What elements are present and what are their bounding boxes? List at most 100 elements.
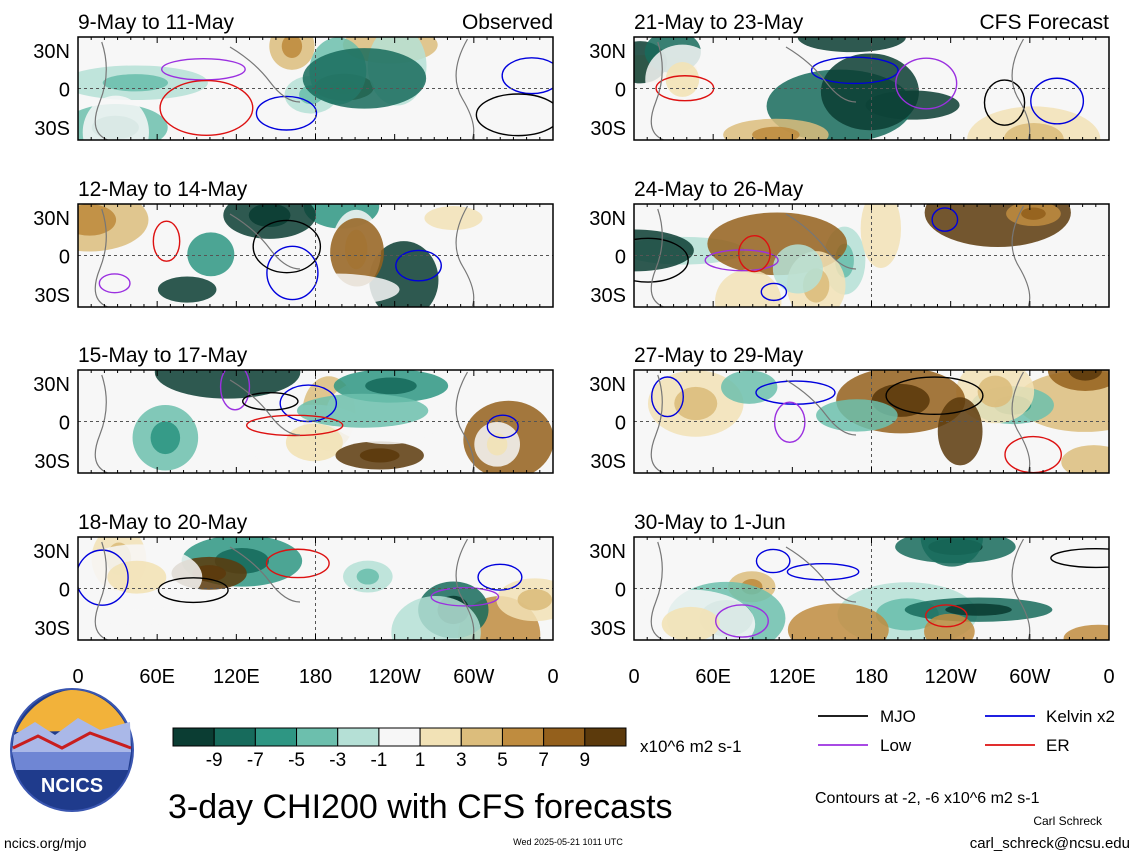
contour-line — [395, 249, 442, 282]
shading-field — [78, 37, 553, 140]
panel-date-label: 24-May to 26-May — [634, 178, 804, 201]
contour-note: Contours at -2, -6 x10^6 m2 s-1 — [815, 790, 1040, 807]
anomaly-blob — [715, 269, 782, 307]
lon-axis-left: 0 60E 120E 180 120W 60W 0 — [72, 666, 558, 688]
lat-tick-label: 0 — [615, 580, 626, 602]
map-panels: 30N 0 30S 9-May to 11-May Observed 30N 0 30S 12-… — [33, 11, 1110, 641]
anomaly-blob — [924, 613, 975, 640]
anomaly-core — [285, 423, 343, 462]
contour-line — [1030, 77, 1085, 125]
contour-line — [983, 79, 1026, 126]
contour-line — [760, 282, 788, 302]
lat-tick-label: 30S — [590, 285, 626, 307]
coastline — [650, 38, 1031, 140]
contour-line — [895, 57, 958, 110]
lon-tick-label: 60E — [139, 666, 175, 688]
logo-text: NCICS — [41, 775, 103, 797]
lat-tick-label: 30N — [33, 374, 70, 396]
anomaly-blob — [302, 48, 427, 109]
anomaly-blob — [391, 596, 481, 640]
anomaly-core — [78, 204, 117, 236]
map-panel: 30N 0 30S 30-May to 1-Jun — [589, 511, 1110, 641]
lat-tick-label: 0 — [59, 413, 70, 435]
legend-kelvin-label: Kelvin x2 — [1046, 707, 1115, 726]
colorbar-swatch — [254, 727, 298, 747]
map-panel: 30N 0 30S 21-May to 23-May CFS Forecast — [589, 11, 1110, 141]
lat-tick-label: 30N — [589, 41, 626, 63]
map-panel: 30N 0 30S 27-May to 29-May — [589, 344, 1110, 474]
source-url: ncics.org/mjo — [4, 835, 87, 851]
colorbar-swatch — [296, 727, 339, 747]
coastline — [94, 371, 475, 473]
colorbar-units: x10^6 m2 s-1 — [640, 737, 742, 756]
anomaly-blob — [920, 537, 984, 567]
contour-line — [810, 56, 899, 85]
contour-line — [715, 604, 769, 638]
contour-line — [704, 249, 779, 272]
lon-tick-label: 120E — [769, 666, 816, 688]
contour-line — [98, 273, 131, 294]
lat-tick-label: 30N — [33, 208, 70, 230]
lat-tick-label: 30S — [34, 118, 70, 140]
lon-tick-label: 60W — [453, 666, 494, 688]
contour-line — [161, 57, 246, 81]
shading-field — [78, 537, 553, 640]
contour-line — [252, 219, 322, 274]
contour-line — [486, 414, 519, 439]
colorbar-swatch — [172, 727, 215, 747]
contour-line — [255, 95, 318, 131]
colorbar-label: 3 — [456, 750, 467, 771]
contour-line — [266, 245, 319, 301]
map-panel: 30N 0 30S 15-May to 17-May — [33, 344, 554, 474]
shading-field — [634, 37, 1101, 140]
panel-date-label: 30-May to 1-Jun — [634, 511, 786, 534]
lat-tick-label: 30S — [34, 451, 70, 473]
anomaly-core — [356, 568, 379, 585]
colorbar-label: 7 — [538, 750, 549, 771]
panel-date-label: 9-May to 11-May — [78, 11, 234, 34]
contour-line — [219, 370, 251, 411]
anomaly-core — [945, 603, 1012, 616]
colorbar-swatch — [213, 727, 256, 747]
anomaly-blob — [634, 229, 694, 272]
anomaly-core — [665, 62, 700, 97]
contour-line — [1050, 547, 1109, 569]
anomaly-blob — [816, 399, 898, 432]
colorbar-label: -7 — [247, 750, 264, 771]
anomaly-blob — [296, 393, 429, 428]
colorbar-swatch — [378, 727, 421, 747]
shading-field — [78, 204, 483, 307]
lat-tick-label: 30S — [590, 118, 626, 140]
colorbar-label: -3 — [329, 750, 346, 771]
anomaly-core — [486, 433, 508, 456]
anomaly-blob — [187, 232, 235, 277]
anomaly-core — [281, 37, 303, 59]
map-panel: 30N 0 30S 9-May to 11-May Observed — [33, 11, 554, 141]
contour-line — [651, 376, 684, 418]
lon-tick-label: 120W — [925, 666, 977, 688]
contour-line — [773, 401, 806, 444]
colorbar-label: -9 — [206, 750, 223, 771]
anomaly-core — [150, 421, 181, 455]
contour-line — [475, 93, 553, 137]
anomaly-blob — [266, 273, 400, 306]
anomaly-blob — [330, 218, 384, 287]
lon-tick-label: 60W — [1009, 666, 1050, 688]
anomaly-core — [674, 386, 718, 421]
anomaly-blob — [787, 603, 889, 640]
shading-field — [634, 537, 1109, 640]
lat-tick-label: 0 — [615, 247, 626, 269]
map-panel: 30N 0 30S 24-May to 26-May — [589, 178, 1110, 308]
contour-line — [78, 549, 129, 606]
legend-low-label: Low — [880, 736, 912, 755]
anomaly-core — [1003, 122, 1064, 140]
lat-tick-label: 0 — [59, 580, 70, 602]
colorbar-swatch — [419, 727, 462, 747]
contour-line — [501, 57, 553, 95]
lat-tick-label: 30N — [33, 541, 70, 563]
contour-line — [242, 391, 299, 411]
lat-tick-label: 30N — [589, 208, 626, 230]
contour-line — [159, 79, 254, 137]
anomaly-blob — [1063, 624, 1109, 640]
